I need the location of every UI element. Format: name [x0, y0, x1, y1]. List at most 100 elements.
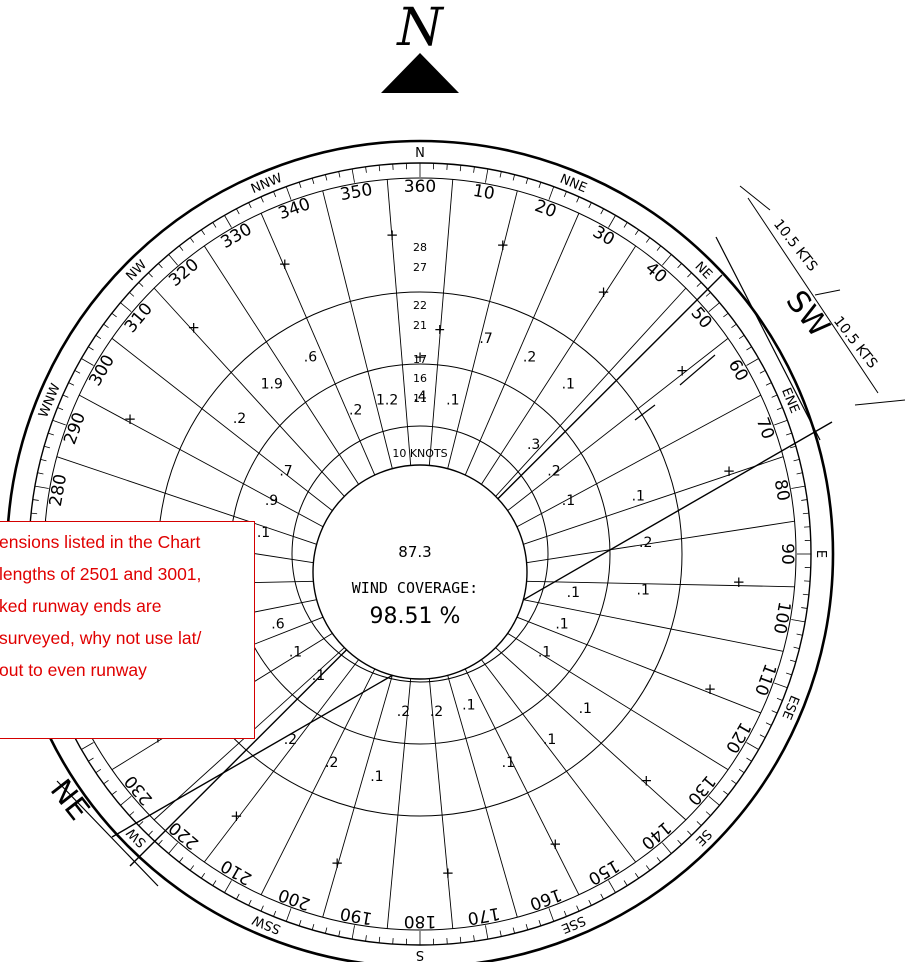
- degree-tick: [260, 196, 264, 203]
- degree-tick: [765, 382, 772, 386]
- degree-tick: [796, 633, 803, 636]
- sector-line: [526, 520, 795, 564]
- degree-tick: [588, 899, 592, 906]
- ring-label: 27: [413, 261, 427, 274]
- degree-tick: [365, 166, 367, 173]
- ring-label: 21: [413, 319, 427, 332]
- degree-tick: [786, 432, 792, 436]
- runway-end-ne-label: NE: [43, 773, 96, 827]
- degree-tick: [48, 432, 54, 436]
- degree-tick: [588, 202, 592, 209]
- sector-line: [481, 659, 637, 863]
- degree-tick: [499, 930, 502, 937]
- runway-end-line: [715, 236, 821, 441]
- degree-tick: [759, 734, 766, 738]
- degree-tick: [608, 880, 616, 893]
- sector-line: [111, 337, 333, 511]
- sector-line: [516, 394, 761, 528]
- degree-tick: [44, 445, 51, 449]
- degree-label: 120: [721, 718, 755, 756]
- sector-plus: +: [549, 835, 562, 853]
- sector-value: .7: [279, 463, 292, 479]
- dimension-extension: [854, 399, 906, 406]
- sector-value: .1: [462, 697, 475, 713]
- degree-tick: [37, 472, 44, 475]
- degree-tick: [705, 811, 711, 816]
- degree-tick: [802, 512, 809, 515]
- sector-value: .1: [446, 392, 459, 408]
- sector-value: .2: [233, 411, 246, 427]
- sector-value: 1.9: [261, 376, 283, 392]
- degree-tick: [378, 165, 381, 172]
- degree-tick: [746, 742, 759, 750]
- degree-tick: [68, 382, 75, 386]
- degree-tick: [236, 208, 240, 215]
- degree-tick: [120, 796, 132, 806]
- compass-point-label: S: [416, 947, 424, 962]
- degree-tick: [158, 263, 163, 269]
- degree-tick: [776, 407, 783, 411]
- degree-tick: [512, 927, 515, 934]
- ring-plus: +: [414, 348, 427, 366]
- note-line: ensions listed in the Chart: [0, 532, 201, 552]
- degree-tick: [563, 910, 567, 917]
- sector-value: .1: [567, 585, 580, 601]
- sector-line: [428, 179, 454, 466]
- wind-coverage-value: 98.51 %: [370, 604, 461, 629]
- degree-tick: [759, 370, 766, 374]
- north-letter: N: [395, 0, 444, 58]
- degree-tick: [138, 282, 144, 287]
- degree-tick: [311, 178, 315, 185]
- runway-end-line: [56, 780, 159, 887]
- sector-value: .9: [265, 493, 278, 509]
- sector-value: .2: [397, 704, 410, 720]
- sector-value: .6: [304, 349, 317, 365]
- degree-tick: [789, 659, 796, 663]
- sector-value: .1: [562, 493, 575, 509]
- degree-tick: [103, 323, 109, 329]
- sector-plus: +: [124, 410, 137, 428]
- sector-line: [153, 287, 345, 497]
- degree-tick: [31, 512, 38, 515]
- degree-tick: [74, 370, 81, 374]
- degree-tick: [459, 165, 462, 172]
- ring-label-knots: 10 KNOTS: [392, 447, 447, 460]
- sector-value: .2: [325, 755, 338, 771]
- degree-tick: [576, 905, 580, 912]
- degree-tick: [656, 245, 662, 251]
- degree-tick: [338, 171, 341, 178]
- degree-tick: [696, 821, 702, 826]
- degree-label: 70: [752, 415, 778, 442]
- degree-tick: [103, 779, 109, 785]
- degree-tick: [600, 893, 604, 900]
- degree-label: 200: [276, 884, 313, 914]
- degree-tick: [365, 935, 367, 942]
- sector-line: [386, 678, 412, 929]
- degree-tick: [178, 245, 184, 251]
- sector-line: [495, 287, 687, 497]
- degree-tick: [325, 174, 328, 181]
- sector-line: [260, 213, 376, 476]
- degree-label: 170: [466, 903, 501, 928]
- degree-tick: [731, 779, 737, 785]
- sector-plus: +: [386, 226, 399, 244]
- sector-plus: +: [597, 283, 610, 301]
- dimension-line: [747, 197, 879, 394]
- degree-tick: [351, 168, 355, 183]
- degree-tick: [696, 282, 702, 287]
- degree-tick: [158, 839, 163, 845]
- sector-plus: +: [704, 680, 717, 698]
- degree-label: 210: [217, 855, 255, 889]
- ring-label: 28: [413, 241, 427, 254]
- degree-tick: [81, 742, 94, 750]
- degree-tick: [485, 168, 489, 183]
- degree-label: 10: [471, 181, 496, 204]
- sector-value: .7: [479, 331, 492, 347]
- sector-value: .1: [543, 732, 556, 748]
- degree-tick: [62, 394, 69, 398]
- degree-label: 280: [46, 473, 71, 508]
- degree-tick: [148, 830, 153, 836]
- note-line: ked runway ends are: [0, 596, 162, 616]
- degree-label: 80: [770, 478, 793, 503]
- sector-plus: +: [640, 771, 653, 789]
